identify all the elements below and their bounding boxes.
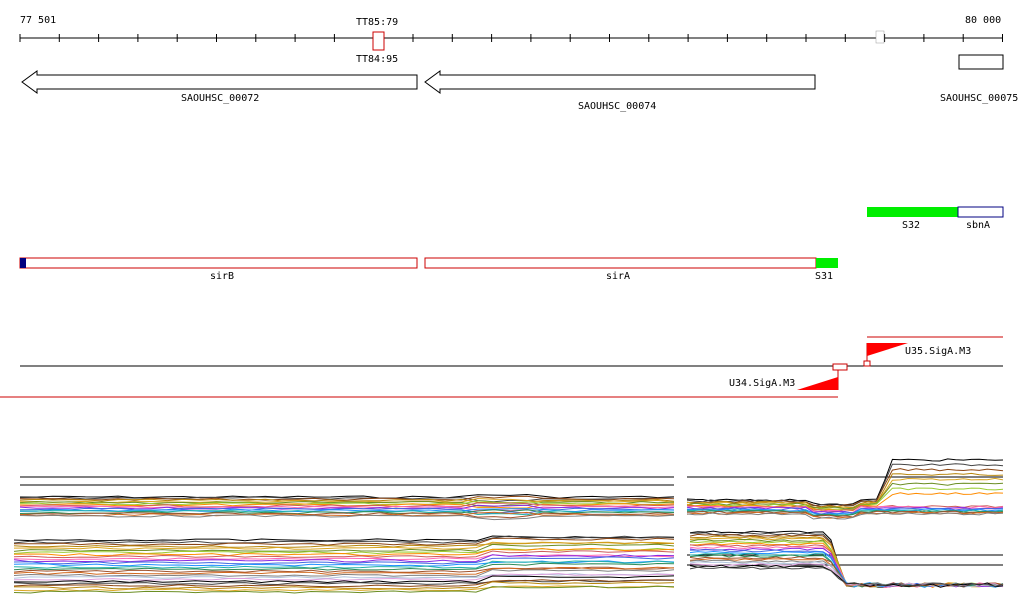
expression-trace — [686, 458, 1004, 506]
expression-trace — [13, 585, 675, 592]
gene-saouhsc-00075[interactable]: SAOUHSC_00075 — [940, 54, 1018, 104]
expression-trace — [686, 510, 1004, 518]
gene-label: SAOUHSC_00075 — [940, 93, 1018, 104]
ruler-end-label: 80 000 — [965, 15, 1001, 26]
annotation-sirb-marker — [20, 258, 26, 268]
annotation-s31-label: S31 — [815, 271, 833, 282]
expression-trace — [686, 463, 1004, 507]
expression-trace — [689, 533, 1004, 588]
expression-trace — [13, 575, 675, 584]
gene-arrow[interactable] — [21, 70, 418, 94]
annotation-sira-label: sirA — [606, 271, 630, 282]
annotation-track-top: S32 sbnA — [867, 206, 1004, 231]
expression-trace — [19, 512, 675, 519]
expression-trace — [13, 579, 675, 588]
annotation-sbna-label: sbnA — [966, 220, 990, 231]
gene-label: SAOUHSC_00072 — [181, 93, 259, 104]
annotation-s32[interactable] — [867, 207, 958, 217]
expression-trace — [13, 550, 675, 559]
expression-panel-top-left — [19, 476, 675, 521]
expression-trace — [13, 560, 675, 567]
expression-trace — [686, 508, 1004, 516]
promoter-u35-label: U35.SigA.M3 — [905, 346, 971, 357]
expression-trace — [686, 468, 1004, 508]
expression-trace — [13, 554, 675, 563]
promoter-track: U34.SigA.M3 U35.SigA.M3 — [0, 336, 1003, 398]
promoter-site-right[interactable] — [863, 360, 871, 367]
terminator-top-label: TT85:79 — [356, 17, 398, 28]
expression-trace — [19, 507, 675, 514]
gene-saouhsc-00072[interactable]: SAOUHSC_00072 — [21, 70, 418, 104]
expression-trace — [13, 547, 675, 557]
gene-track: SAOUHSC_00072 SAOUHSC_00074 SAOUHSC_0007… — [21, 54, 1018, 112]
gene-saouhsc-00074[interactable]: SAOUHSC_00074 — [424, 70, 816, 112]
expression-trace — [689, 550, 1004, 588]
expression-trace — [19, 504, 675, 510]
gene-arrow[interactable] — [424, 70, 816, 94]
gene-box[interactable] — [958, 54, 1004, 70]
annotation-track-mid: sirB sirA S31 — [19, 257, 838, 282]
annotation-sirb[interactable] — [19, 257, 418, 269]
promoter-u34-label: U34.SigA.M3 — [729, 378, 795, 389]
promoter-site-left[interactable] — [832, 363, 848, 371]
expression-trace — [13, 566, 675, 573]
annotation-sira[interactable] — [424, 257, 817, 269]
small-terminator-marker[interactable] — [875, 30, 885, 44]
expression-trace — [19, 514, 675, 521]
expression-trace — [13, 560, 675, 569]
promoter-u35[interactable]: U35.SigA.M3 — [867, 343, 971, 357]
expression-trace — [19, 493, 675, 499]
expression-trace — [13, 562, 675, 571]
promoter-u35-wedge[interactable] — [867, 343, 908, 356]
terminator[interactable]: TT85:79 TT84:95 — [356, 17, 398, 65]
expression-trace — [689, 566, 1004, 588]
terminator-marker[interactable] — [372, 31, 385, 51]
annotation-sbna[interactable] — [957, 206, 1004, 218]
annotation-sirb-label: sirB — [210, 271, 234, 282]
expression-trace — [19, 500, 675, 506]
expression-trace — [686, 507, 1004, 515]
expression-trace — [13, 585, 675, 594]
terminator-bottom-label: TT84:95 — [356, 54, 398, 65]
expression-trace — [13, 556, 675, 565]
expression-trace — [13, 554, 675, 561]
coordinate-ruler: 77 501 80 000 — [19, 15, 1003, 42]
expression-panel-top-right — [686, 458, 1004, 520]
expression-trace — [686, 482, 1004, 510]
expression-panel-bottom-left — [13, 535, 675, 594]
promoter-u34-wedge[interactable] — [797, 377, 838, 390]
expression-trace — [13, 569, 675, 577]
expression-trace — [13, 535, 675, 544]
expression-trace — [13, 541, 675, 550]
expression-trace — [13, 573, 675, 581]
expression-trace — [13, 566, 675, 575]
expression-trace — [19, 500, 675, 508]
expression-panel-bottom-right — [687, 530, 1004, 588]
expression-trace — [686, 512, 1004, 520]
expression-trace — [14, 581, 675, 590]
annotation-s31[interactable] — [816, 258, 838, 268]
ruler-ticks — [19, 34, 1003, 42]
expression-trace — [13, 537, 675, 546]
annotation-s32-label: S32 — [902, 220, 920, 231]
expression-trace — [19, 511, 675, 517]
ruler-start-label: 77 501 — [20, 15, 56, 26]
promoter-u34[interactable]: U34.SigA.M3 — [729, 377, 838, 390]
gene-label: SAOUHSC_00074 — [578, 101, 656, 112]
expression-trace — [686, 477, 1004, 509]
expression-trace — [13, 543, 675, 552]
